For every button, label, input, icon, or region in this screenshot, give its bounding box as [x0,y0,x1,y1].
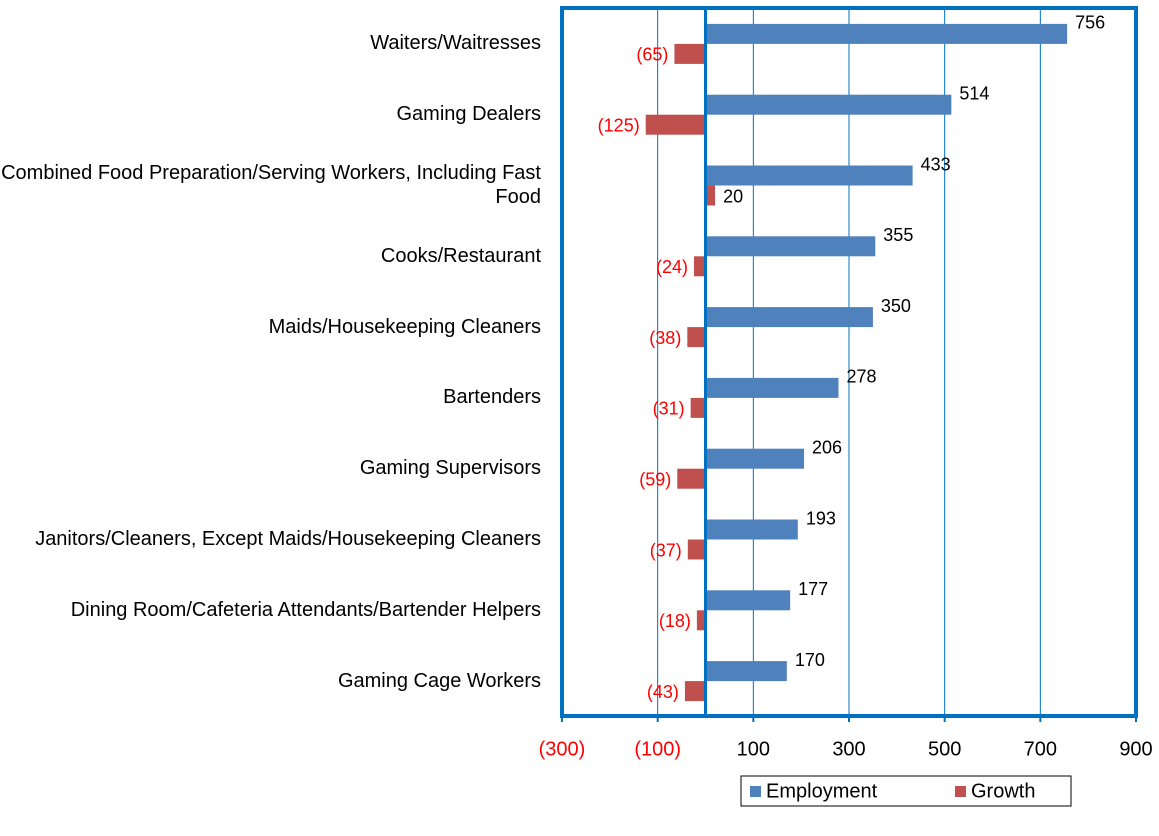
bar [705,377,839,398]
bar [705,448,805,469]
x-tick-label: (100) [634,738,681,760]
data-label: (37) [650,540,682,560]
bar [690,397,706,418]
category-label: Gaming Supervisors [359,457,541,480]
category-label: Bartenders [443,386,541,409]
data-label: (31) [653,399,685,419]
legend-swatch [955,786,966,797]
data-label: 433 [921,154,951,174]
data-label: 206 [812,437,842,457]
bar [696,610,706,631]
bar [677,468,706,489]
legend-swatch [750,786,761,797]
data-label: 278 [846,367,876,387]
legend-label: Growth [971,780,1035,802]
bar [705,165,913,186]
data-label: 193 [806,508,836,528]
data-label: 355 [883,225,913,245]
data-label: 756 [1075,13,1105,33]
category-label: Gaming Dealers [396,103,541,126]
x-tick-label: 300 [832,738,865,760]
data-label: (43) [647,682,679,702]
category-label: Gaming Cage Workers [337,669,541,692]
bar [694,256,706,277]
data-label: (125) [598,115,640,135]
plot-frame [560,6,1138,718]
bar [705,307,873,328]
data-label: (38) [649,328,681,348]
bar [687,539,706,560]
legend-box [740,775,1072,807]
x-tick-label: 500 [928,738,961,760]
category-label: Waiters/Waitresses [370,32,541,55]
x-tick-label: 900 [1119,738,1152,760]
data-label: (18) [659,611,691,631]
bar [705,519,798,540]
data-label: (59) [639,469,671,489]
category-label: Combined Food Preparation/Serving Worker… [1,162,541,208]
bar [705,23,1068,44]
category-label: Dining Room/Cafeteria Attendants/Bartend… [70,598,541,621]
x-tick-label: 700 [1024,738,1057,760]
data-label: 350 [881,296,911,316]
data-label: (65) [636,45,668,65]
bar [705,590,791,611]
category-label: Maids/Housekeeping Cleaners [268,315,541,338]
data-label: 514 [959,83,989,103]
bar [687,327,706,348]
data-label: 170 [795,650,825,670]
bar [705,94,952,115]
x-tick-label: 100 [737,738,770,760]
bar [705,236,876,257]
bar [684,681,706,702]
x-tick-label: (300) [539,738,586,760]
data-label: 177 [798,579,828,599]
bar [645,114,706,135]
data-label: (24) [656,257,688,277]
category-label: Cooks/Restaurant [380,244,541,267]
bar [705,661,787,682]
category-label: Janitors/Cleaners, Except Maids/Housekee… [35,528,541,550]
bar [674,43,706,64]
legend-label: Employment [766,780,878,802]
bar [705,185,716,206]
data-label: 20 [723,186,743,206]
